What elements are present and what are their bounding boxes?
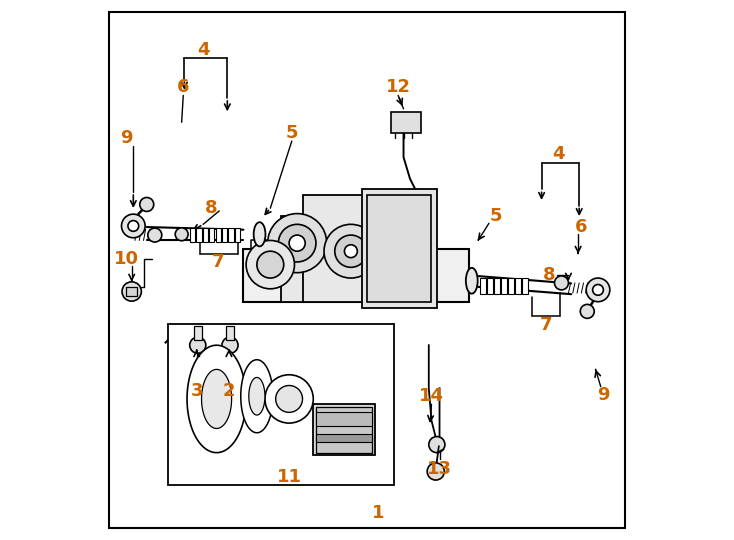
Polygon shape	[241, 360, 273, 433]
Bar	[244, 248, 469, 302]
Circle shape	[396, 261, 419, 285]
Circle shape	[276, 386, 302, 413]
Bar	[487, 278, 493, 294]
Bar	[362, 190, 437, 308]
Bar	[203, 228, 208, 241]
Bar	[189, 228, 195, 241]
Text: 6: 6	[177, 78, 189, 96]
Bar	[209, 228, 214, 241]
Bar	[508, 278, 514, 294]
Text: 4: 4	[197, 40, 209, 59]
Ellipse shape	[466, 268, 478, 294]
Text: 5: 5	[490, 207, 502, 225]
Text: 6: 6	[575, 218, 587, 236]
Text: 11: 11	[277, 468, 302, 486]
Circle shape	[278, 224, 316, 262]
Circle shape	[592, 285, 603, 295]
Polygon shape	[187, 345, 246, 453]
Bar	[228, 228, 233, 241]
Circle shape	[139, 198, 153, 212]
Text: 9: 9	[597, 386, 610, 403]
Circle shape	[429, 436, 445, 453]
Circle shape	[386, 251, 429, 294]
Circle shape	[148, 228, 161, 242]
Bar	[126, 287, 137, 296]
Circle shape	[427, 463, 444, 480]
Polygon shape	[249, 377, 265, 415]
Bar	[367, 195, 432, 302]
Polygon shape	[202, 369, 232, 428]
Text: 5: 5	[286, 124, 298, 142]
Bar	[226, 326, 233, 340]
Circle shape	[324, 224, 378, 278]
Bar	[391, 112, 421, 133]
Text: 8: 8	[543, 266, 556, 285]
Bar	[316, 434, 372, 442]
Ellipse shape	[254, 222, 266, 246]
Text: 4: 4	[553, 145, 565, 164]
Circle shape	[335, 235, 367, 267]
Circle shape	[128, 220, 139, 231]
Bar	[235, 228, 240, 241]
Circle shape	[122, 214, 145, 238]
Circle shape	[554, 276, 568, 290]
Text: 1: 1	[371, 504, 384, 522]
Circle shape	[246, 240, 294, 289]
Circle shape	[257, 251, 284, 278]
Circle shape	[344, 245, 357, 258]
Circle shape	[122, 282, 142, 301]
Bar	[168, 323, 394, 485]
Bar	[194, 326, 202, 340]
Bar	[501, 278, 506, 294]
Bar	[494, 278, 500, 294]
Circle shape	[289, 235, 305, 251]
Bar	[522, 278, 528, 294]
Bar	[302, 195, 367, 302]
Circle shape	[175, 228, 188, 241]
Text: 7: 7	[539, 316, 552, 334]
Bar	[222, 228, 228, 241]
Bar	[281, 217, 388, 302]
Text: 7: 7	[211, 253, 224, 271]
Bar	[316, 407, 372, 453]
Text: 3: 3	[190, 382, 203, 400]
Bar	[480, 278, 486, 294]
Text: 2: 2	[222, 382, 235, 400]
Circle shape	[189, 337, 206, 353]
Text: 8: 8	[205, 199, 217, 217]
Circle shape	[265, 375, 313, 423]
Circle shape	[586, 278, 610, 302]
Bar	[313, 404, 375, 455]
Bar	[196, 228, 202, 241]
Bar	[216, 228, 221, 241]
Text: 10: 10	[114, 250, 139, 268]
Text: 13: 13	[427, 460, 452, 478]
Circle shape	[268, 214, 327, 273]
Bar	[515, 278, 520, 294]
Text: 14: 14	[419, 387, 444, 405]
Circle shape	[222, 337, 238, 353]
Circle shape	[581, 305, 595, 319]
Text: 12: 12	[385, 78, 410, 96]
Text: 9: 9	[120, 130, 133, 147]
Bar	[316, 413, 372, 426]
